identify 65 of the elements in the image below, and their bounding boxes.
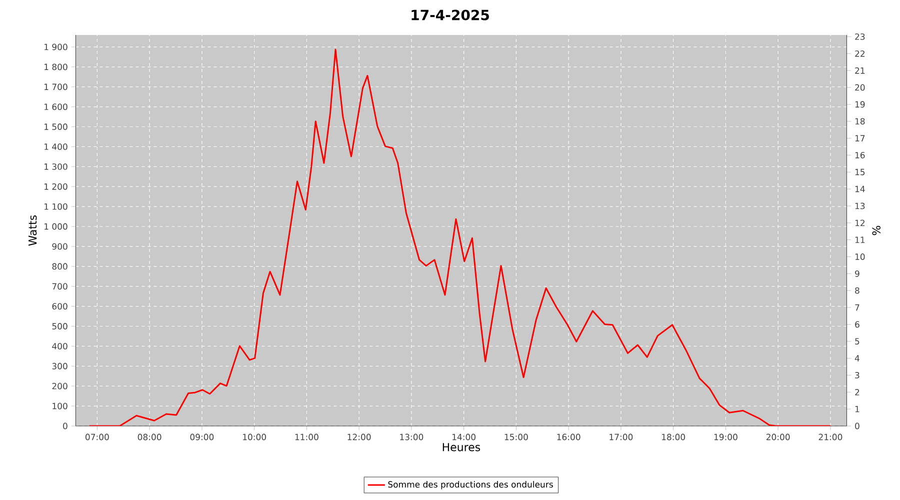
y2-tick-label: 15	[855, 168, 865, 176]
y2-tick-label: 19	[855, 101, 865, 108]
y-tick-label: 700	[52, 283, 68, 290]
y-tick-label: 1 700	[44, 84, 68, 90]
y2-tick-label: 21	[855, 67, 865, 74]
y-tick-label: 1 500	[44, 124, 68, 130]
y2-tick-label: 7	[855, 304, 860, 311]
y-tick-label: 600	[52, 303, 68, 310]
x-tick-label: 18:00	[662, 434, 686, 440]
x-tick-label: 08:00	[138, 434, 162, 440]
y2-tick-label: 22	[855, 50, 864, 57]
y-tick-label: 1 900	[44, 44, 68, 50]
y2-tick-label: 9	[855, 270, 860, 277]
y-tick-label: 1 300	[44, 163, 68, 170]
x-tick-label: 15:00	[504, 434, 528, 440]
legend-label: Somme des productions des onduleurs	[388, 481, 553, 490]
x-tick-label: 09:00	[190, 434, 214, 440]
chart-title: 17-4-2025	[412, 10, 489, 20]
y2-tick-label: 18	[855, 118, 865, 125]
y-tick-label: 1 600	[44, 104, 68, 110]
y-tick-label: 200	[52, 382, 68, 390]
y2-tick-label: 2	[855, 388, 860, 396]
y2-tick-label: 13	[855, 202, 865, 210]
x-tick-label: 16:00	[557, 434, 580, 440]
x-tick-label: 19:00	[714, 434, 738, 440]
y-tick-label: 1 400	[44, 143, 68, 150]
x-tick-label: 11:00	[295, 434, 318, 440]
y2-tick-label: 23	[855, 33, 865, 40]
y2-tick-label: 3	[855, 372, 860, 378]
y-tick-label: 900	[52, 243, 68, 250]
y-tick-label: 1 100	[44, 203, 68, 210]
y2-tick-label: 6	[855, 321, 860, 328]
y2-tick-label: 10	[855, 254, 865, 260]
x-axis-title: Heures	[442, 443, 480, 452]
y2-tick-label: 20	[855, 84, 865, 91]
x-tick-label: 20:00	[766, 434, 790, 440]
y2-axis-title: %	[872, 226, 880, 236]
y-tick-label: 300	[52, 362, 68, 370]
y2-tick-label: 8	[855, 287, 860, 294]
y2-tick-label: 5	[855, 338, 860, 345]
x-tick-label: 14:00	[452, 434, 476, 440]
y-tick-label: 0	[63, 422, 68, 430]
y-axis-title: Watts	[28, 215, 37, 246]
y2-tick-label: 4	[854, 355, 860, 362]
y2-tick-label: 11	[855, 236, 865, 243]
x-tick-label: 13:00	[400, 434, 424, 440]
y2-tick-label: 16	[855, 152, 865, 158]
y2-tick-label: 17	[855, 135, 865, 142]
y-tick-label: 400	[52, 342, 68, 350]
x-tick-label: 21:00	[818, 434, 842, 440]
y2-tick-label: 12	[855, 220, 864, 226]
x-tick-label: 07:00	[86, 434, 109, 440]
y2-tick-label: 1	[855, 406, 860, 412]
line-series	[88, 48, 832, 426]
x-tick-label: 12:00	[348, 434, 371, 440]
x-tick-label: 10:00	[243, 434, 266, 440]
y-tick-label: 800	[52, 263, 68, 270]
y2-tick-label: 14	[855, 186, 865, 192]
y-tick-label: 100	[52, 402, 68, 410]
y-tick-label: 1 200	[44, 183, 68, 190]
y2-tick-label: 0	[855, 422, 860, 430]
y-tick-label: 1 000	[44, 223, 68, 230]
y-tick-label: 1 800	[44, 64, 68, 70]
y-tick-label: 500	[52, 323, 68, 330]
x-tick-label: 17:00	[610, 434, 633, 440]
